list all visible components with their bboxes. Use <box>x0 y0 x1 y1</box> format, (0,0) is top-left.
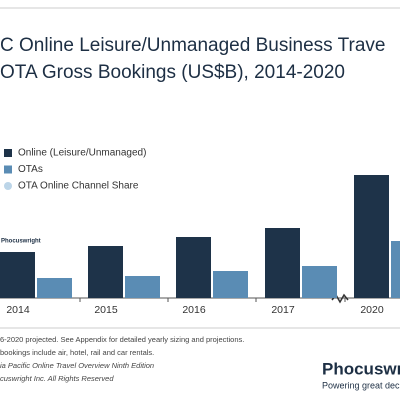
tagline: Powering great decision <box>322 380 400 390</box>
bar <box>213 271 248 298</box>
footnote: bookings include air, hotel, rail and ca… <box>0 348 154 357</box>
x-tick-label: 2015 <box>94 304 118 316</box>
footnote: cuswright Inc. All Rights Reserved <box>0 374 114 383</box>
legend-label: Online (Leisure/Unmanaged) <box>18 148 146 159</box>
bar <box>88 246 123 298</box>
bar <box>391 241 400 298</box>
legend-label: OTA Online Channel Share <box>18 181 139 192</box>
bar <box>302 266 337 298</box>
legend-swatch <box>4 182 12 190</box>
x-tick-label: 2014 <box>6 304 30 316</box>
x-tick-label: 2017 <box>271 304 295 316</box>
x-tick-label: 2016 <box>182 304 206 316</box>
legend-label: OTAs <box>18 164 43 175</box>
logo: Phocuswrigh <box>322 359 400 378</box>
bar <box>0 252 35 298</box>
legend-swatch <box>4 149 12 157</box>
bar <box>125 276 160 298</box>
bar <box>176 237 211 298</box>
watermark: Phocuswright <box>1 239 41 245</box>
bar <box>37 278 72 298</box>
bar <box>265 228 300 298</box>
legend-swatch <box>4 165 12 174</box>
x-tick-label: 2020 <box>360 304 384 316</box>
footnote: ia Pacific Online Travel Overview Ninth … <box>0 361 154 370</box>
footnote: 6-2020 projected. See Appendix for detai… <box>0 335 244 344</box>
chart-subtitle: OTA Gross Bookings (US$B), 2014-2020 <box>0 62 345 83</box>
chart-title: C Online Leisure/Unmanaged Business Trav… <box>0 35 385 56</box>
bar <box>354 175 389 298</box>
